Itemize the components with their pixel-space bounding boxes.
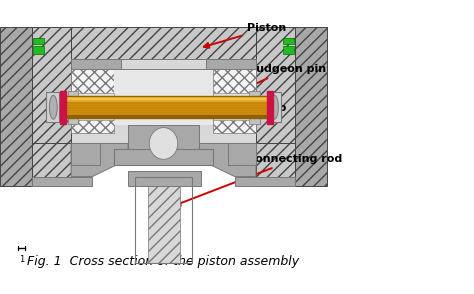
Polygon shape [55, 115, 272, 118]
Polygon shape [213, 69, 256, 133]
Ellipse shape [149, 128, 178, 159]
Polygon shape [33, 38, 44, 44]
Polygon shape [295, 27, 327, 186]
Polygon shape [55, 111, 272, 112]
Text: Piston: Piston [204, 23, 286, 48]
Polygon shape [249, 91, 260, 124]
Polygon shape [213, 93, 256, 120]
Text: 1: 1 [18, 255, 24, 264]
Polygon shape [60, 91, 66, 124]
Polygon shape [71, 93, 114, 120]
Polygon shape [199, 143, 256, 176]
Polygon shape [71, 27, 256, 59]
Polygon shape [228, 143, 256, 165]
Polygon shape [32, 176, 92, 186]
Polygon shape [55, 104, 272, 105]
Polygon shape [121, 59, 206, 69]
Polygon shape [55, 96, 272, 100]
Polygon shape [128, 171, 201, 186]
Polygon shape [147, 176, 180, 263]
Polygon shape [55, 100, 272, 115]
Polygon shape [71, 59, 121, 69]
Polygon shape [114, 149, 213, 165]
Polygon shape [32, 27, 71, 186]
Text: Fig. 1  Cross section of the piston assembly: Fig. 1 Cross section of the piston assem… [27, 255, 300, 268]
Polygon shape [67, 91, 78, 124]
Polygon shape [283, 46, 294, 54]
Ellipse shape [49, 95, 57, 119]
Polygon shape [55, 101, 272, 103]
Polygon shape [55, 108, 272, 110]
Polygon shape [46, 92, 59, 122]
Polygon shape [114, 69, 213, 125]
Polygon shape [0, 27, 32, 186]
Polygon shape [128, 125, 199, 149]
Polygon shape [55, 98, 272, 102]
Polygon shape [71, 143, 100, 165]
Polygon shape [206, 59, 256, 69]
Polygon shape [256, 143, 295, 186]
Ellipse shape [271, 95, 278, 119]
Polygon shape [283, 38, 294, 44]
Polygon shape [71, 59, 256, 143]
Polygon shape [55, 113, 272, 114]
Text: Connecting rod: Connecting rod [175, 154, 342, 206]
Polygon shape [268, 92, 281, 122]
Polygon shape [235, 176, 295, 186]
Polygon shape [267, 91, 273, 124]
Text: Circlip: Circlip [218, 103, 286, 120]
Polygon shape [71, 69, 114, 133]
Polygon shape [33, 46, 44, 54]
Text: Gudgeon pin: Gudgeon pin [217, 64, 326, 102]
Polygon shape [256, 27, 295, 186]
Polygon shape [32, 143, 71, 186]
Polygon shape [71, 143, 128, 176]
Polygon shape [55, 106, 272, 107]
